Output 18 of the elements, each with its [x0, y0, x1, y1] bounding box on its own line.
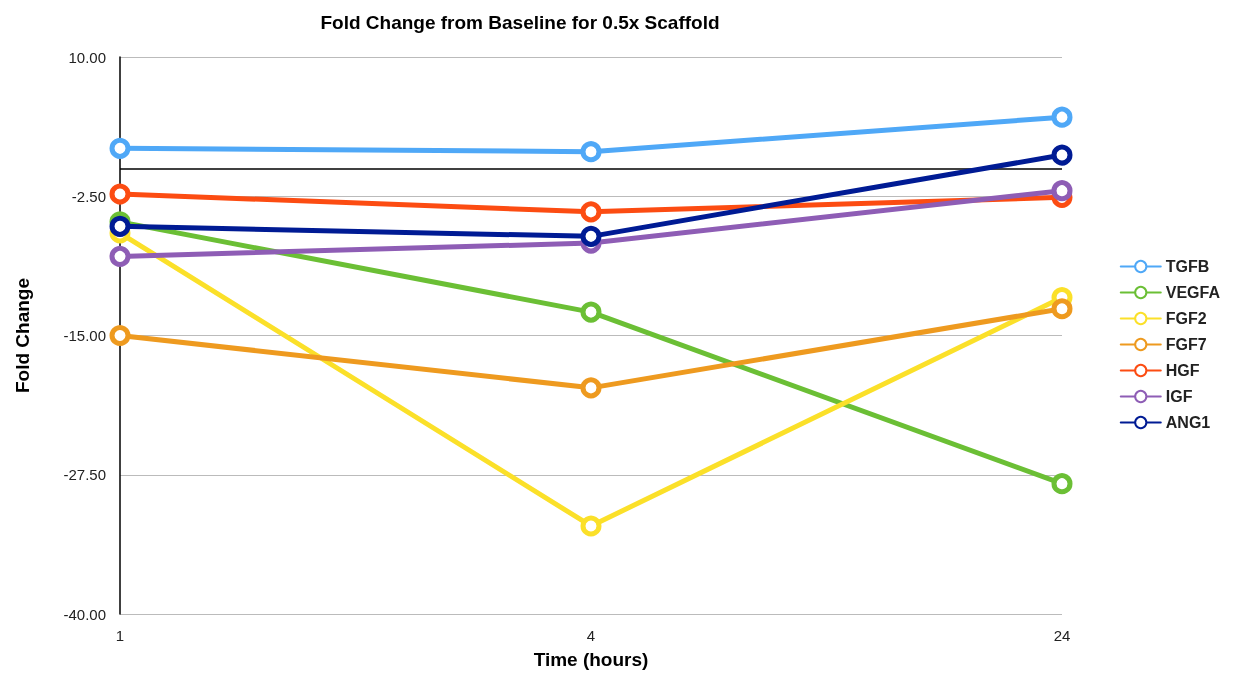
legend-label: FGF2 [1165, 310, 1207, 327]
y-tick-label: 10.00 [68, 48, 106, 66]
legend-label: TGFB [1165, 258, 1210, 275]
x-axis-title: Time (hours) [533, 649, 649, 670]
legend-label: FGF7 [1165, 336, 1207, 353]
legend-label: VEGFA [1165, 284, 1221, 301]
legend-label: HGF [1165, 362, 1200, 379]
y-tick-label: -15.00 [63, 327, 106, 344]
y-tick-label: -27.50 [63, 466, 106, 484]
legend-label: IGF [1165, 388, 1193, 405]
x-tick-label: 4 [586, 627, 596, 644]
y-tick-label: -40.00 [63, 605, 106, 623]
x-tick-label: 24 [1053, 627, 1071, 644]
y-tick-label: -2.50 [71, 187, 106, 205]
y-axis-title: Fold Change [12, 277, 33, 394]
chart-title: Fold Change from Baseline for 0.5x Scaffold [320, 12, 720, 33]
x-tick-label: 1 [115, 627, 125, 644]
legend-label: ANG1 [1165, 414, 1211, 431]
